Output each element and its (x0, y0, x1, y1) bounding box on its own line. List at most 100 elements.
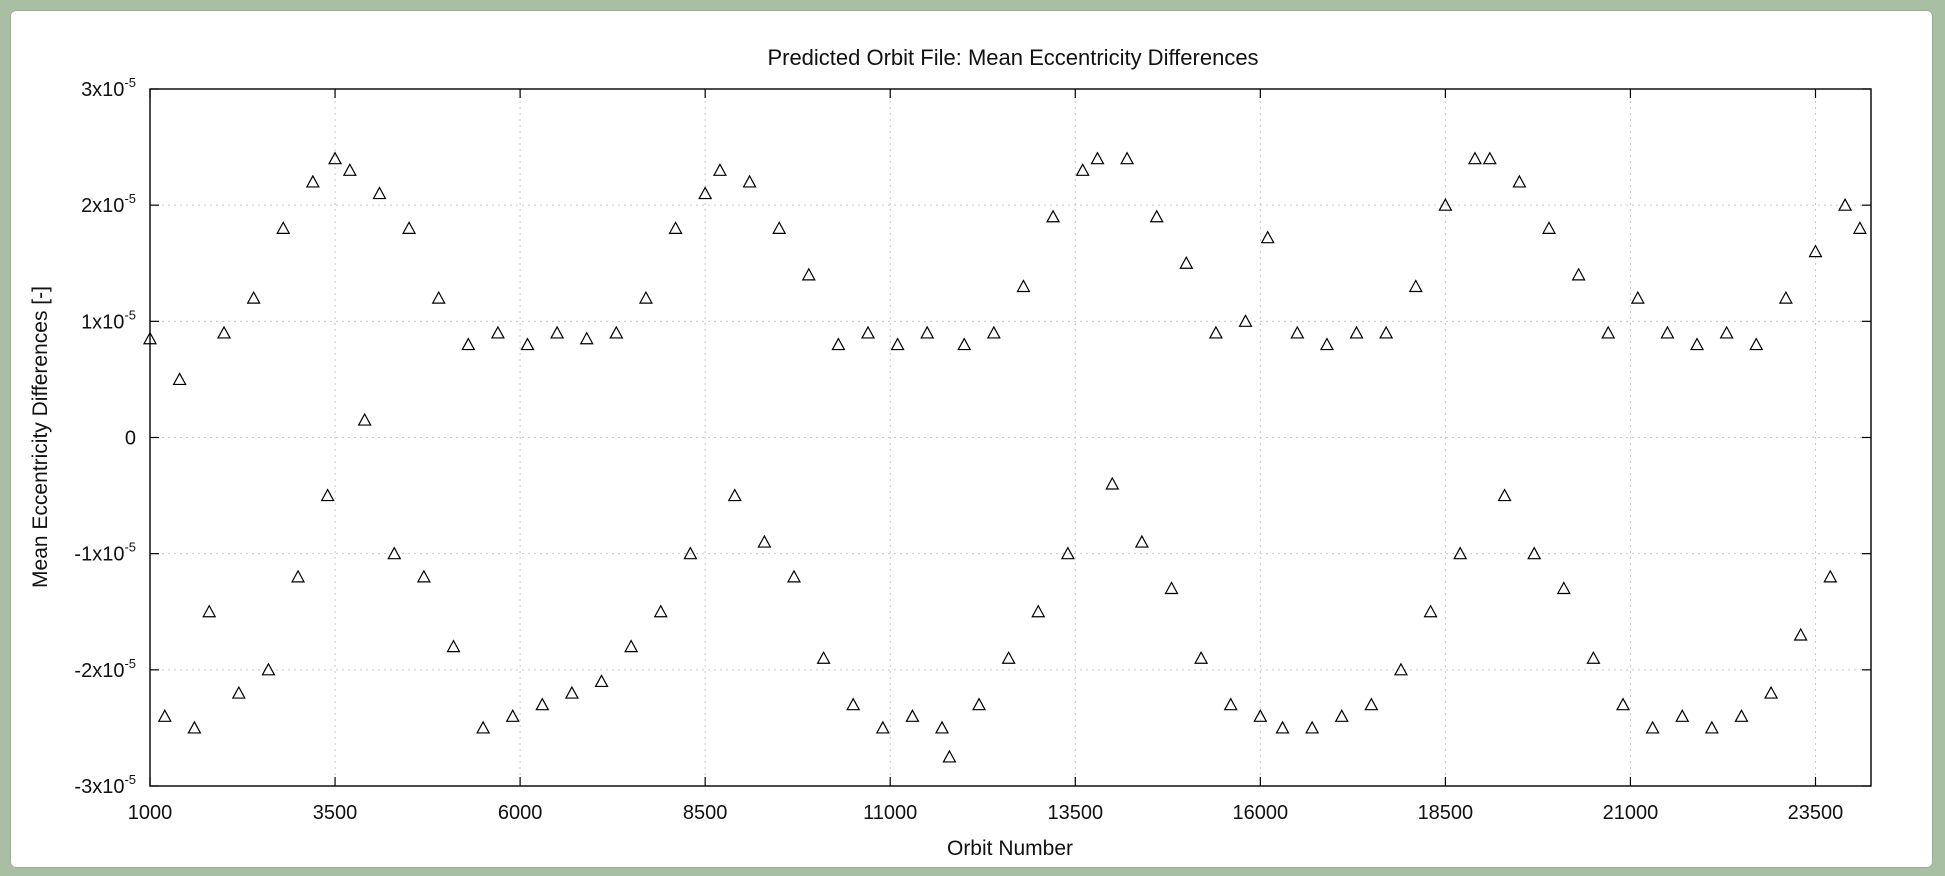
data-point (372, 186, 387, 200)
data-point (846, 697, 861, 711)
data-points (142, 151, 1867, 763)
data-point (624, 639, 639, 653)
y-tick-label: 1x10-5 (81, 307, 136, 333)
data-point (1164, 581, 1179, 595)
data-point (1541, 221, 1557, 234)
y-tick-label: 2x10-5 (81, 191, 136, 217)
y-tick-label: 0 (125, 428, 136, 450)
x-tick-label: 11000 (863, 802, 917, 824)
data-point (305, 174, 320, 188)
data-point (1838, 197, 1853, 211)
data-point (875, 720, 890, 734)
data-point (1660, 325, 1675, 339)
x-tick-label: 8500 (683, 802, 728, 824)
data-point (172, 372, 187, 386)
data-point (402, 221, 417, 234)
data-point (1379, 325, 1394, 339)
data-point (1719, 325, 1734, 339)
data-point (157, 709, 172, 722)
chart-svg: Predicted Orbit File: Mean Eccentricity … (29, 45, 1872, 860)
x-tick-label: 21000 (1603, 802, 1659, 824)
y-axis-label: Mean Eccentricity Differences [-] (29, 286, 52, 588)
data-point (638, 290, 653, 304)
data-point (1179, 255, 1194, 269)
data-point (1090, 151, 1105, 165)
data-point (1134, 534, 1149, 548)
data-point (1852, 221, 1867, 234)
data-point (1334, 709, 1349, 722)
data-point (357, 412, 372, 426)
data-point (986, 325, 1001, 339)
data-point (1260, 230, 1275, 244)
data-point (653, 604, 668, 618)
data-point (1046, 209, 1061, 223)
data-point (1149, 209, 1164, 223)
data-point (801, 267, 816, 281)
data-point (1808, 244, 1823, 258)
data-point (1616, 697, 1631, 711)
data-point (609, 325, 624, 339)
data-point (594, 674, 609, 688)
data-point (320, 488, 335, 502)
data-point (1734, 709, 1749, 722)
data-point (476, 720, 491, 734)
data-point (461, 337, 476, 351)
data-point (1060, 546, 1075, 560)
data-point (1823, 569, 1838, 583)
data-point (1408, 279, 1423, 293)
data-point (1793, 627, 1808, 641)
x-tick-label: 16000 (1233, 802, 1289, 824)
data-point (831, 337, 846, 351)
data-point (786, 569, 801, 583)
data-point (905, 709, 920, 722)
data-point (727, 488, 742, 502)
data-point (1778, 290, 1793, 304)
data-point (187, 720, 202, 734)
x-axis: 1000 3500 6000 8500 11000 13500 16000 18500 2100… (128, 89, 1843, 824)
data-point (342, 163, 357, 176)
data-point (1275, 720, 1290, 734)
data-point (1704, 720, 1719, 734)
data-point (1467, 151, 1482, 165)
data-point (328, 151, 343, 165)
data-point (579, 331, 594, 345)
data-point (860, 325, 876, 339)
data-point (1075, 163, 1090, 176)
data-point (505, 709, 520, 722)
data-point (564, 685, 579, 699)
data-point (261, 662, 276, 676)
data-point (890, 337, 905, 351)
y-tick-label: 3x10-5 (81, 75, 136, 101)
data-point (816, 650, 831, 664)
data-point (217, 325, 232, 339)
data-point (1601, 325, 1616, 339)
data-point (1438, 197, 1453, 211)
x-tick-label: 13500 (1047, 802, 1103, 824)
y-tick-label: -1x10-5 (74, 540, 136, 566)
x-axis-label: Orbit Number (947, 837, 1073, 860)
y-tick-label: -3x10-5 (74, 772, 136, 798)
data-point (972, 697, 987, 711)
data-point (246, 290, 261, 304)
data-point (1512, 174, 1527, 188)
data-point (1349, 325, 1364, 339)
y-axis: 3x10-5 2x10-5 1x10-5 0 -1x10-5 -2x10-5 -3x10-5 (74, 75, 1871, 798)
data-point (1482, 151, 1497, 165)
data-point (1630, 290, 1645, 304)
data-point (683, 546, 698, 560)
grid (149, 88, 1871, 787)
data-point (712, 163, 727, 176)
data-point (1423, 604, 1438, 618)
data-point (920, 325, 935, 339)
data-point (1120, 151, 1135, 165)
data-point (387, 546, 402, 560)
x-tick-label: 18500 (1418, 802, 1474, 824)
data-point (668, 221, 683, 234)
x-tick-label: 3500 (313, 802, 358, 824)
data-point (202, 604, 217, 618)
data-point (1675, 709, 1690, 722)
data-point (1690, 337, 1705, 351)
chart-frame: Predicted Orbit File: Mean Eccentricity … (10, 10, 1933, 868)
data-point (1208, 325, 1223, 339)
data-point (1223, 697, 1238, 711)
